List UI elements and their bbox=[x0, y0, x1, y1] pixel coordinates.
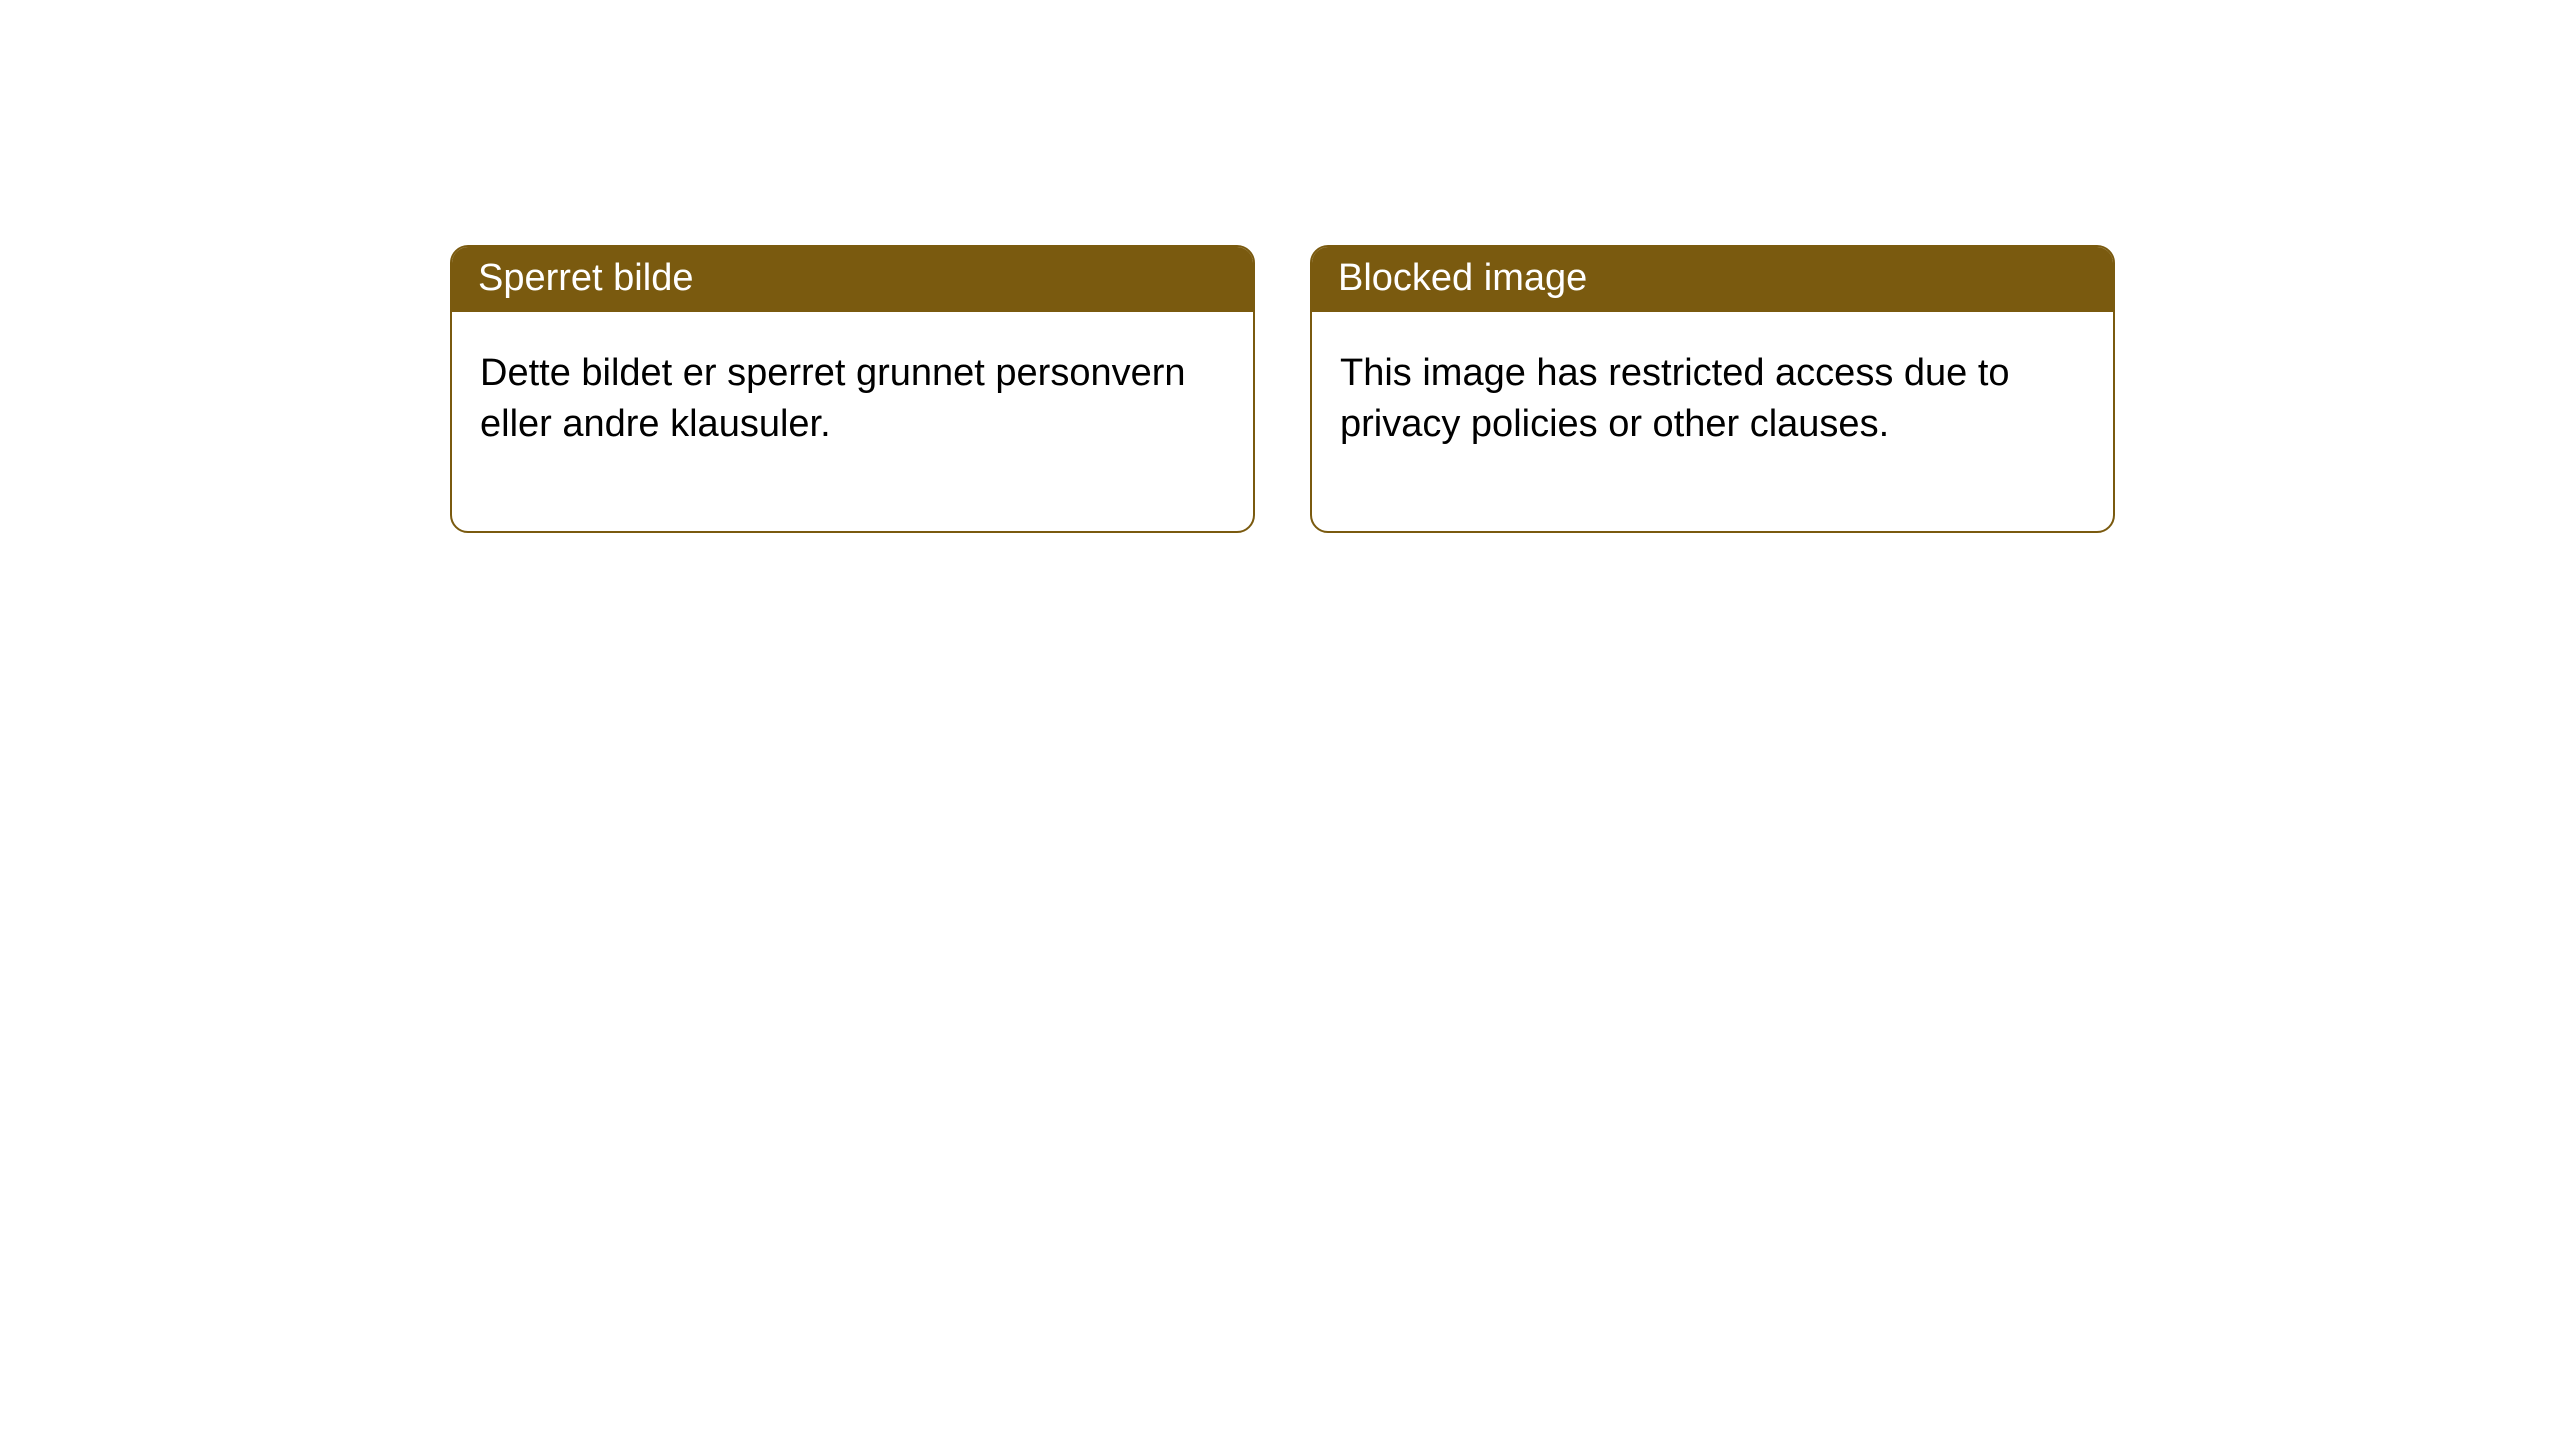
notice-title-norwegian: Sperret bilde bbox=[452, 247, 1253, 312]
notice-container: Sperret bilde Dette bildet er sperret gr… bbox=[0, 0, 2560, 533]
notice-body-english: This image has restricted access due to … bbox=[1312, 312, 2113, 531]
notice-body-norwegian: Dette bildet er sperret grunnet personve… bbox=[452, 312, 1253, 531]
notice-card-norwegian: Sperret bilde Dette bildet er sperret gr… bbox=[450, 245, 1255, 533]
notice-card-english: Blocked image This image has restricted … bbox=[1310, 245, 2115, 533]
notice-title-english: Blocked image bbox=[1312, 247, 2113, 312]
